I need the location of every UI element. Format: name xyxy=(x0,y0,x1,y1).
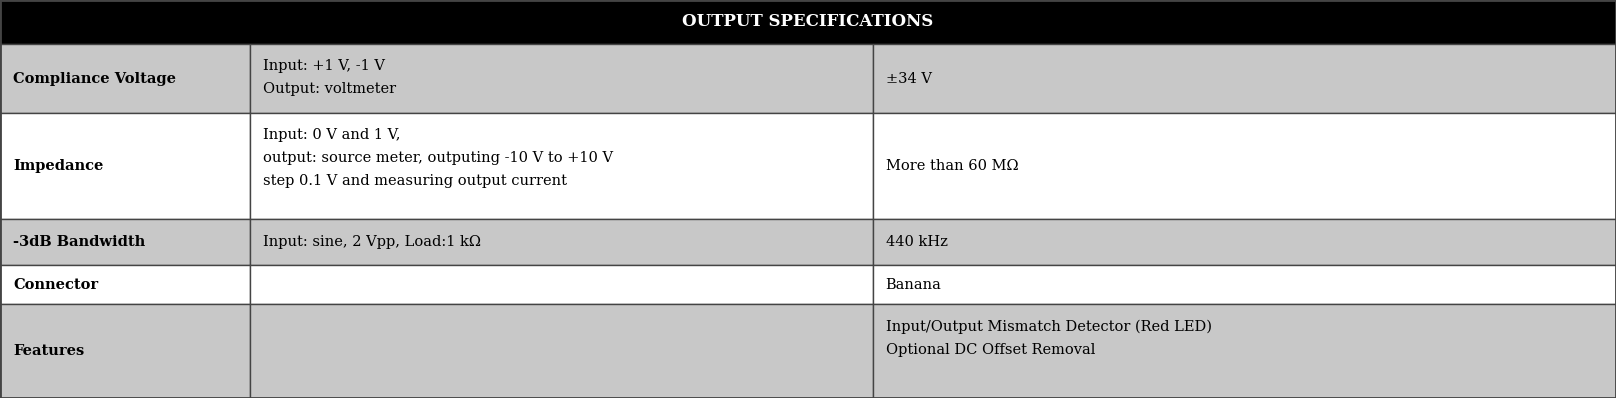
Text: Compliance Voltage: Compliance Voltage xyxy=(13,72,176,86)
Text: 440 kHz: 440 kHz xyxy=(886,235,947,249)
Bar xyxy=(873,44,1616,113)
Bar xyxy=(0,44,250,113)
Bar xyxy=(0,265,250,304)
Bar xyxy=(250,304,873,398)
Bar xyxy=(250,265,873,304)
Bar xyxy=(0,219,250,265)
Bar xyxy=(0,0,1616,44)
Text: Features: Features xyxy=(13,344,84,358)
Bar xyxy=(873,304,1616,398)
Text: Input: sine, 2 Vpp, Load:1 kΩ: Input: sine, 2 Vpp, Load:1 kΩ xyxy=(263,235,482,249)
Text: Input: 0 V and 1 V,
output: source meter, outputing -10 V to +10 V
step 0.1 V an: Input: 0 V and 1 V, output: source meter… xyxy=(263,128,614,188)
Text: ±34 V: ±34 V xyxy=(886,72,931,86)
Text: Input: +1 V, -1 V
Output: voltmeter: Input: +1 V, -1 V Output: voltmeter xyxy=(263,59,396,96)
Text: Banana: Banana xyxy=(886,277,942,292)
Bar xyxy=(250,113,873,219)
Bar xyxy=(873,219,1616,265)
Text: Input/Output Mismatch Detector (Red LED)
Optional DC Offset Removal: Input/Output Mismatch Detector (Red LED)… xyxy=(886,319,1212,357)
Bar xyxy=(873,265,1616,304)
Bar xyxy=(250,44,873,113)
Bar xyxy=(0,304,250,398)
Text: Impedance: Impedance xyxy=(13,159,103,173)
Bar xyxy=(250,219,873,265)
Text: More than 60 MΩ: More than 60 MΩ xyxy=(886,159,1018,173)
Bar xyxy=(873,113,1616,219)
Text: Connector: Connector xyxy=(13,277,99,292)
Text: OUTPUT SPECIFICATIONS: OUTPUT SPECIFICATIONS xyxy=(682,14,934,30)
Bar xyxy=(0,113,250,219)
Text: -3dB Bandwidth: -3dB Bandwidth xyxy=(13,235,145,249)
